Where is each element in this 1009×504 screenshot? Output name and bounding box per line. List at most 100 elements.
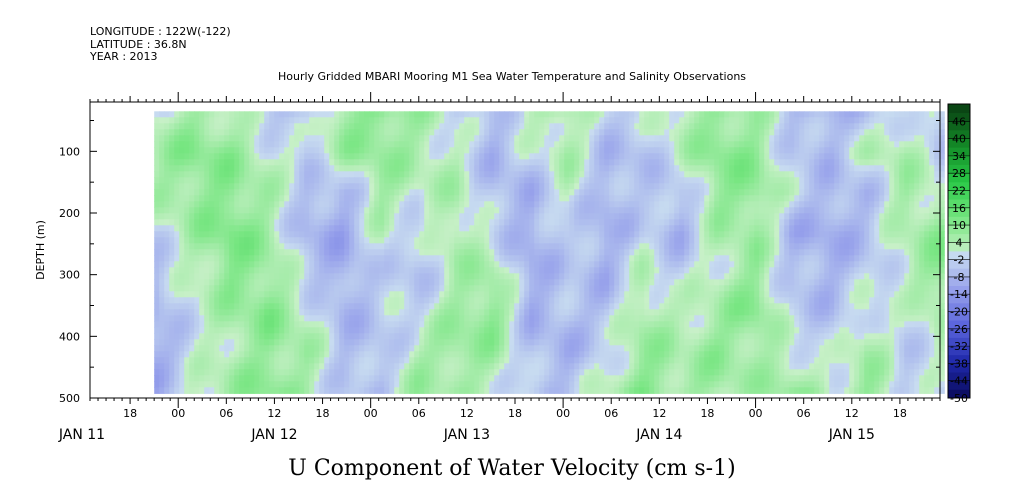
- heatmap-cell: [589, 297, 595, 304]
- heatmap-cell: [729, 237, 735, 244]
- heatmap-cell: [424, 171, 430, 178]
- heatmap-cell: [884, 183, 890, 190]
- heatmap-cell: [834, 201, 840, 208]
- heatmap-cell: [494, 159, 500, 166]
- heatmap-cell: [399, 123, 405, 130]
- heatmap-cell: [484, 261, 490, 268]
- heatmap-cell: [384, 111, 390, 118]
- heatmap-cell: [624, 267, 630, 274]
- heatmap-cell: [474, 171, 480, 178]
- heatmap-cell: [369, 261, 375, 268]
- heatmap-cell: [939, 171, 945, 178]
- heatmap-cell: [474, 297, 480, 304]
- heatmap-cell: [824, 171, 830, 178]
- heatmap-cell: [414, 183, 420, 190]
- heatmap-cell: [604, 249, 610, 256]
- heatmap-cell: [819, 213, 825, 220]
- heatmap-cell: [504, 237, 510, 244]
- heatmap-cell: [804, 249, 810, 256]
- heatmap-cell: [934, 207, 940, 214]
- heatmap-cell: [314, 237, 320, 244]
- heatmap-cell: [809, 213, 815, 220]
- heatmap-cell: [699, 171, 705, 178]
- heatmap-cell: [164, 213, 170, 220]
- heatmap-cell: [379, 225, 385, 232]
- heatmap-cell: [864, 201, 870, 208]
- heatmap-cell: [254, 297, 260, 304]
- heatmap-cell: [449, 165, 455, 172]
- heatmap-cell: [654, 183, 660, 190]
- heatmap-cell: [379, 219, 385, 226]
- heatmap-cell: [414, 171, 420, 178]
- heatmap-cell: [264, 231, 270, 238]
- heatmap-cell: [624, 111, 630, 118]
- heatmap-cell: [864, 267, 870, 274]
- heatmap-cell: [679, 111, 685, 118]
- heatmap-cell: [569, 285, 575, 292]
- heatmap-cell: [839, 159, 845, 166]
- heatmap-cell: [664, 291, 670, 298]
- heatmap-cell: [874, 219, 880, 226]
- heatmap-cell: [214, 189, 220, 196]
- heatmap-cell: [719, 225, 725, 232]
- heatmap-cell: [654, 285, 660, 292]
- heatmap-cell: [869, 291, 875, 298]
- heatmap-cell: [864, 279, 870, 286]
- heatmap-cell: [364, 255, 370, 262]
- heatmap-cell: [359, 117, 365, 124]
- heatmap-cell: [729, 213, 735, 220]
- heatmap-cell: [829, 291, 835, 298]
- heatmap-cell: [799, 255, 805, 262]
- heatmap-cell: [929, 177, 935, 184]
- heatmap-cell: [339, 201, 345, 208]
- heatmap-cell: [314, 183, 320, 190]
- heatmap-cell: [809, 261, 815, 268]
- heatmap-cell: [439, 225, 445, 232]
- heatmap-cell: [249, 147, 255, 154]
- heatmap-cell: [249, 279, 255, 286]
- heatmap-cell: [184, 297, 190, 304]
- heatmap-cell: [299, 117, 305, 124]
- heatmap-cell: [364, 207, 370, 214]
- heatmap-cell: [209, 195, 215, 202]
- heatmap-cell: [639, 177, 645, 184]
- heatmap-cell: [454, 189, 460, 196]
- heatmap-cell: [509, 159, 515, 166]
- heatmap-cell: [639, 225, 645, 232]
- heatmap-cell: [489, 153, 495, 160]
- heatmap-cell: [689, 123, 695, 130]
- heatmap-cell: [854, 213, 860, 220]
- heatmap-cell: [434, 135, 440, 142]
- heatmap-cell: [524, 219, 530, 226]
- heatmap-cell: [409, 195, 415, 202]
- heatmap-cell: [349, 249, 355, 256]
- heatmap-cell: [744, 243, 750, 250]
- heatmap-cell: [764, 279, 770, 286]
- heatmap-cell: [224, 129, 230, 136]
- heatmap-cell: [559, 279, 565, 286]
- heatmap-cell: [379, 147, 385, 154]
- heatmap-cell: [439, 153, 445, 160]
- heatmap-cell: [819, 291, 825, 298]
- heatmap-cell: [909, 201, 915, 208]
- heatmap-cell: [449, 297, 455, 304]
- heatmap-cell: [599, 285, 605, 292]
- heatmap-cell: [459, 219, 465, 226]
- heatmap-cell: [629, 135, 635, 142]
- heatmap-cell: [899, 285, 905, 292]
- heatmap-cell: [704, 279, 710, 286]
- heatmap-cell: [624, 279, 630, 286]
- heatmap-cell: [659, 243, 665, 250]
- heatmap-cell: [489, 177, 495, 184]
- heatmap-cell: [594, 165, 600, 172]
- heatmap-cell: [884, 255, 890, 262]
- heatmap-cell: [379, 183, 385, 190]
- heatmap-cell: [579, 117, 585, 124]
- heatmap-cell: [204, 273, 210, 280]
- heatmap-cell: [474, 183, 480, 190]
- heatmap-cell: [524, 153, 530, 160]
- heatmap-cell: [154, 273, 160, 280]
- heatmap-cell: [754, 213, 760, 220]
- heatmap-cell: [299, 135, 305, 142]
- heatmap-cell: [594, 243, 600, 250]
